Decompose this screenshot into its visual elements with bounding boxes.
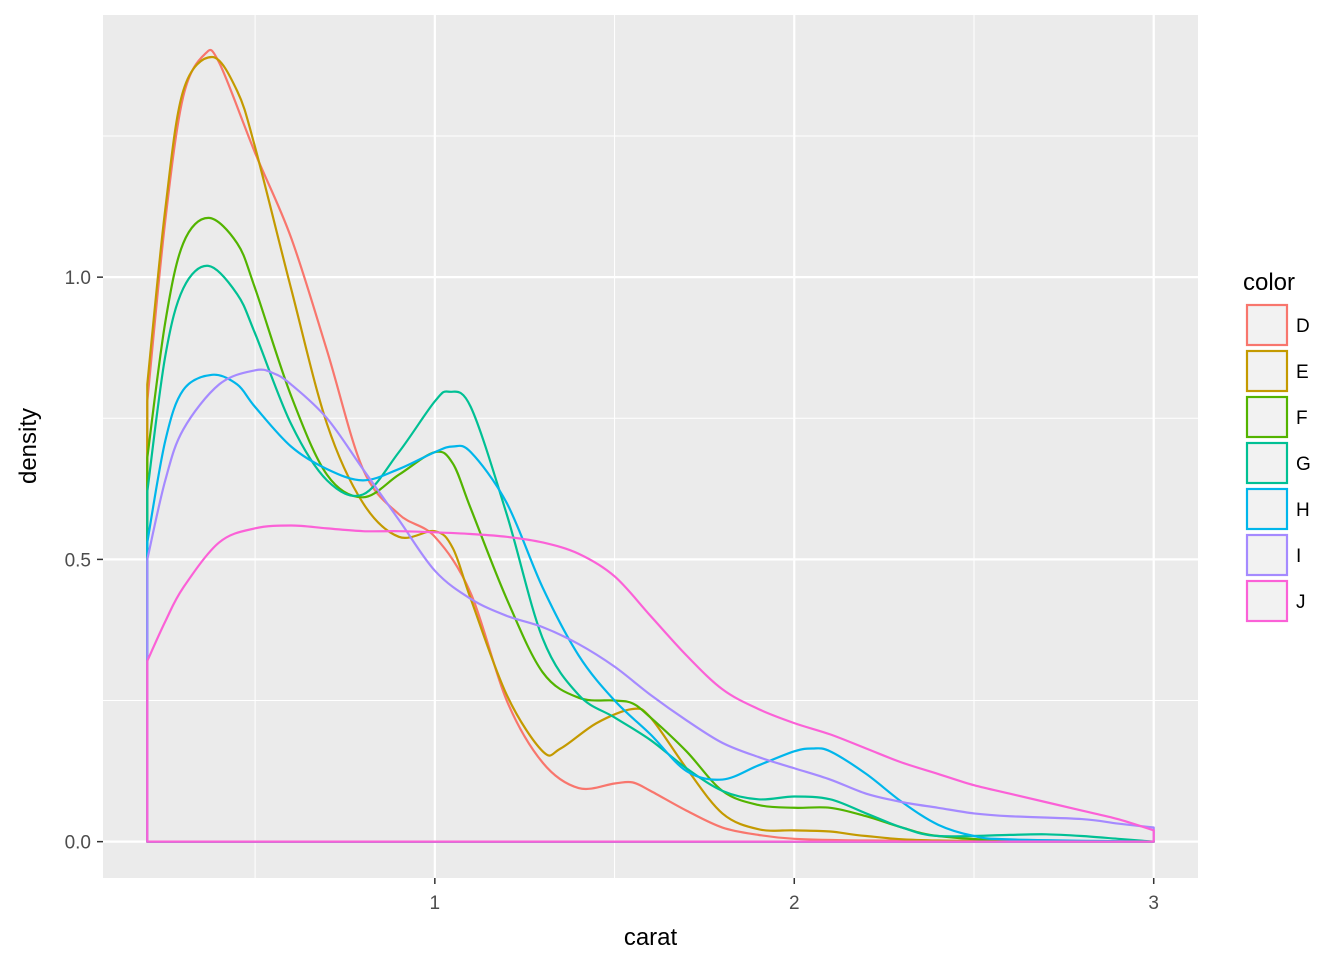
legend-key-bg-G [1246,442,1288,484]
density-line-E [146,55,1155,843]
legend-key-F [1245,395,1289,439]
legend-key-bg-J [1246,580,1288,622]
series-layer [146,48,1155,843]
density-line-G [146,264,1155,843]
axis-ticks: 1 2 3 0.0 0.5 1.0 [65,268,1159,914]
legend-key-bg-H [1246,488,1288,530]
legend-label-I: I [1296,546,1301,567]
plot-panel [103,15,1198,878]
legend-key-bg-F [1246,396,1288,438]
legend-key-E [1245,349,1289,393]
density-line-J [146,524,1155,843]
y-axis-title: density [15,408,42,484]
legend-key-G [1245,441,1289,485]
x-tick-label: 3 [1148,893,1159,914]
legend-key-J [1245,579,1289,623]
y-tick-label: 0.5 [65,550,91,571]
density-line-I [146,368,1155,843]
legend-label-F: F [1296,408,1308,429]
legend-label-G: G [1296,454,1311,475]
y-tick-label: 1.0 [65,268,91,289]
x-axis-title: carat [624,924,678,951]
legend-label-D: D [1296,316,1310,337]
legend-title: color [1243,269,1295,296]
legend-key-bg-I [1246,534,1288,576]
density-line-D [146,48,1155,843]
legend-key-bg-D [1246,304,1288,346]
density-line-F [146,216,1155,843]
legend-key-I [1245,533,1289,577]
x-tick-label: 1 [430,893,441,914]
legend-key-H [1245,487,1289,531]
legend-key-D [1245,303,1289,347]
legend-label-E: E [1296,362,1309,383]
x-tick-label: 2 [789,893,800,914]
legend: color D E F G H I J [1243,269,1311,623]
y-tick-label: 0.0 [65,833,91,854]
legend-label-H: H [1296,500,1310,521]
legend-key-bg-E [1246,350,1288,392]
density-line-H [146,373,1155,843]
minor-grid [103,15,1198,878]
legend-label-J: J [1296,592,1306,613]
